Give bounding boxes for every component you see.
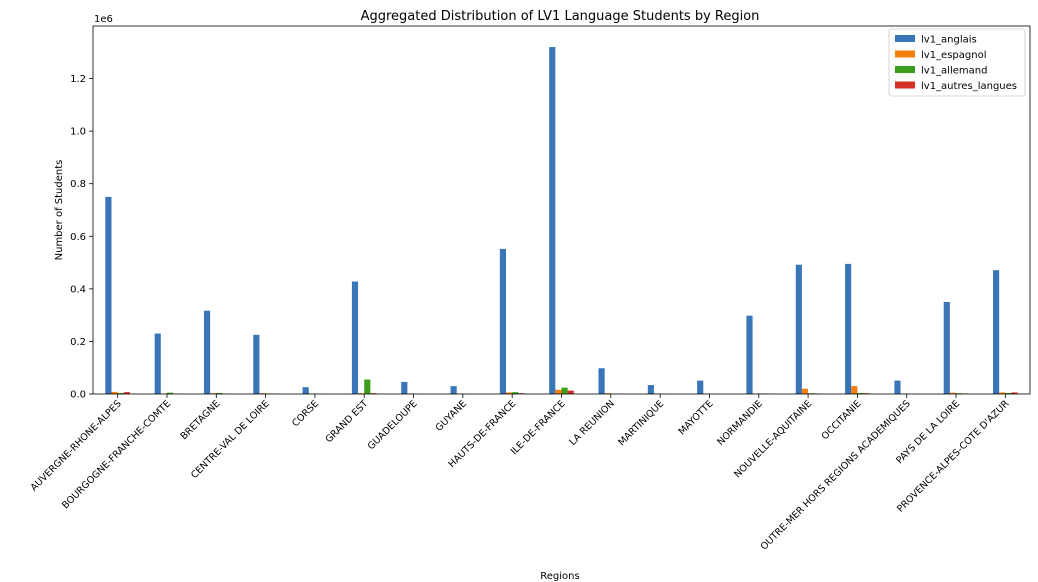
bar-lv1_anglais-13 (746, 315, 753, 394)
legend-label-lv1_autres_langues: lv1_autres_langues (921, 81, 1017, 92)
bar-lv1_anglais-12 (697, 380, 704, 394)
y-axis-offset-label: 1e6 (94, 14, 113, 25)
bar-lv1_espagnol-15 (851, 386, 858, 394)
bar-lv1_anglais-2 (203, 310, 211, 394)
legend-swatch-lv1_allemand (895, 66, 915, 73)
bar-lv1_anglais-3 (253, 334, 260, 394)
x-axis-label: Regions (540, 571, 579, 582)
legend-swatch-lv1_anglais (895, 35, 915, 42)
x-tick-label-0: AUVERGNE-RHONE-ALPES (29, 398, 124, 493)
bar-lv1_espagnol-17 (949, 392, 957, 394)
x-tick-label-6: GUADELOUPE (366, 398, 420, 452)
y-tick-label-4: 0.8 (70, 179, 86, 190)
bar-lv1_autres_langues-18 (1011, 392, 1018, 394)
bar-lv1_espagnol-0 (111, 391, 118, 394)
bar-lv1_espagnol-14 (801, 388, 809, 394)
x-tick-label-2: BRETAGNE (179, 398, 223, 442)
plot-area: 0.0 0.2 0.4 0.6 0.8 1.0 1.2 AUVERGNE-RHONE-ALPE… (29, 25, 1031, 553)
y-tick-label-1: 0.2 (70, 337, 86, 348)
y-axis-label: Number of Students (54, 160, 65, 261)
x-tick-label-12: MAYOTTE (677, 398, 716, 437)
x-tick-label-9: ILE-DE-FRANCE (509, 398, 568, 457)
bar-lv1_anglais-8 (499, 248, 507, 394)
legend-label-lv1_allemand: lv1_allemand (921, 66, 987, 77)
bar-lv1_anglais-5 (351, 281, 359, 394)
y-tick-label-2: 0.4 (70, 284, 86, 295)
bar-lv1_anglais-18 (993, 270, 1000, 394)
y-tick-label-0: 0.0 (70, 390, 86, 401)
y-tick-label-3: 0.6 (70, 232, 86, 243)
x-tick-label-11: MARTINIQUE (616, 398, 666, 448)
x-tick-label-7: GUYANE (434, 398, 469, 433)
bar-lv1_anglais-0 (105, 196, 112, 394)
x-tick-label-15: OCCITANIE (820, 398, 864, 442)
bar-lv1_espagnol-18 (999, 392, 1006, 394)
bar-lv1_allemand-1 (166, 392, 174, 394)
bar-lv1_anglais-14 (795, 264, 802, 394)
x-tick-label-13: NORMANDIE (715, 398, 765, 448)
bar-lv1_allemand-9 (561, 387, 568, 394)
bar-lv1_anglais-17 (943, 302, 950, 394)
bar-lv1_allemand-18 (1005, 392, 1012, 394)
legend-swatch-lv1_autres_langues (895, 81, 915, 89)
x-tick-label-10: LA REUNION (567, 398, 617, 448)
bar-lv1_espagnol-9 (555, 389, 562, 394)
bar-lv1_autres_langues-9 (567, 390, 574, 394)
x-tick-label-5: GRAND EST (323, 398, 370, 445)
chart-title: Aggregated Distribution of LV1 Language … (361, 9, 760, 24)
legend: lv1_anglais lv1_espagnol lv1_allemand lv1_a… (888, 28, 1026, 97)
x-tick-label-18: PROVENCE-ALPES-COTE D'AZUR (895, 398, 1012, 515)
bar-lv1_anglais-10 (598, 368, 605, 394)
y-tick-label-6: 1.2 (70, 74, 86, 85)
bar-lv1_anglais-6 (401, 381, 408, 394)
bar-lv1_espagnol-8 (506, 392, 513, 394)
x-tick-label-4: CORSE (290, 398, 321, 429)
legend-swatch-lv1_espagnol (895, 50, 915, 58)
bar-lv1_anglais-11 (647, 385, 654, 394)
bar-lv1_anglais-16 (894, 380, 901, 394)
legend-box (888, 28, 1026, 97)
bar-lv1_allemand-5 (364, 379, 371, 394)
bar-lv1_autres_langues-0 (123, 392, 130, 394)
bar-lv1_allemand-8 (512, 392, 519, 394)
bar-lv1_allemand-15 (857, 392, 864, 394)
bar-lv1_anglais-1 (154, 333, 161, 394)
bar-lv1_anglais-9 (549, 47, 556, 394)
y-tick-label-5: 1.0 (70, 127, 86, 138)
bar-lv1_allemand-0 (117, 392, 124, 394)
bar-lv1_anglais-7 (450, 386, 457, 394)
bar-lv1_anglais-4 (302, 387, 309, 394)
x-tick-label-1: BOURGOGNE-FRANCHE-COMTE (60, 398, 173, 511)
bar-lv1_anglais-15 (845, 263, 852, 394)
bar-lv1_allemand-2 (216, 392, 223, 394)
legend-label-lv1_anglais: lv1_anglais (921, 35, 977, 46)
legend-label-lv1_espagnol: lv1_espagnol (921, 50, 986, 61)
